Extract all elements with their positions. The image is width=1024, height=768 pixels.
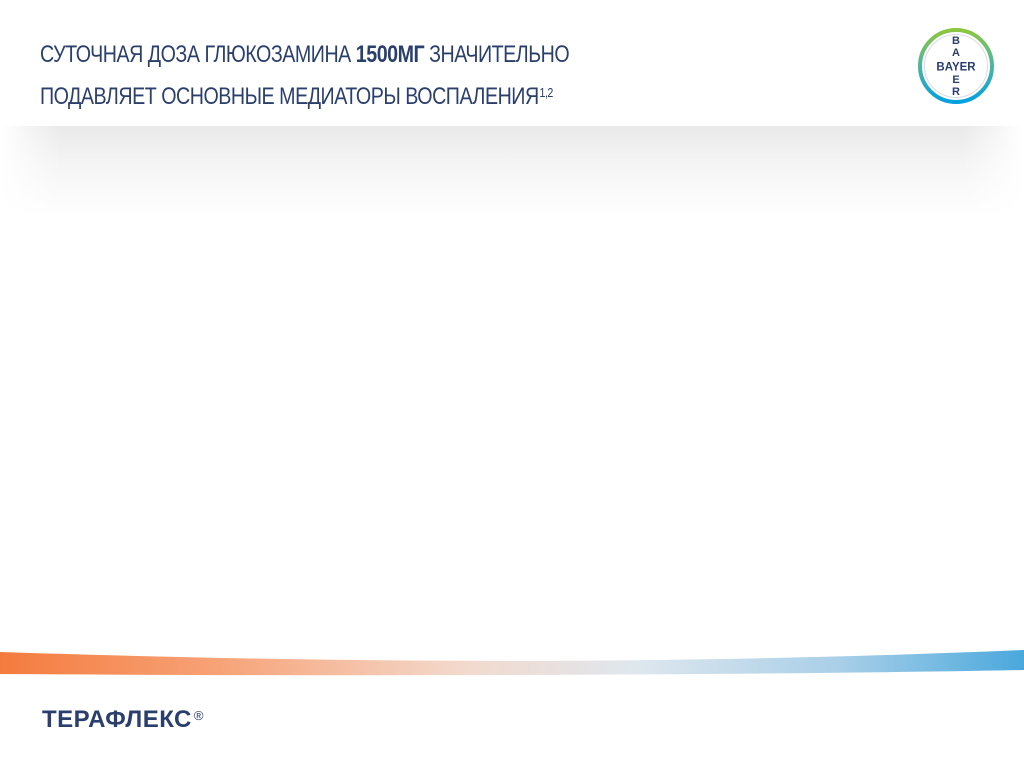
logo-word-bayer: BAYER bbox=[936, 62, 976, 74]
title-line2: ПОДАВЛЯЕТ ОСНОВНЫЕ МЕДИАТОРЫ ВОСПАЛЕНИЯ bbox=[40, 83, 539, 110]
registered-mark: ® bbox=[193, 708, 204, 723]
bayer-logo: B A BAYER E R bbox=[918, 28, 994, 104]
header-shadow bbox=[0, 126, 1024, 216]
bottom-wave-band bbox=[0, 650, 1024, 676]
header: СУТОЧНАЯ ДОЗА ГЛЮКОЗАМИНА 1500МГ ЗНАЧИТЕ… bbox=[0, 0, 1024, 126]
product-brand-name: ТЕРАФЛЕКС ® bbox=[42, 706, 204, 734]
logo-letter-r: R bbox=[952, 86, 960, 98]
logo-letter-e: E bbox=[952, 74, 959, 86]
slide-title: СУТОЧНАЯ ДОЗА ГЛЮКОЗАМИНА 1500МГ ЗНАЧИТЕ… bbox=[40, 34, 570, 118]
title-footnote-ref: 1,2 bbox=[539, 85, 554, 100]
title-line1-part1: СУТОЧНАЯ ДОЗА ГЛЮКОЗАМИНА bbox=[40, 41, 356, 68]
logo-letter-a: A bbox=[952, 47, 960, 59]
title-line1-dose: 1500МГ bbox=[355, 41, 425, 68]
logo-letter-b: B bbox=[952, 35, 960, 47]
brand-text: ТЕРАФЛЕКС bbox=[42, 706, 192, 733]
title-line1-part2: ЗНАЧИТЕЛЬНО bbox=[424, 41, 570, 68]
